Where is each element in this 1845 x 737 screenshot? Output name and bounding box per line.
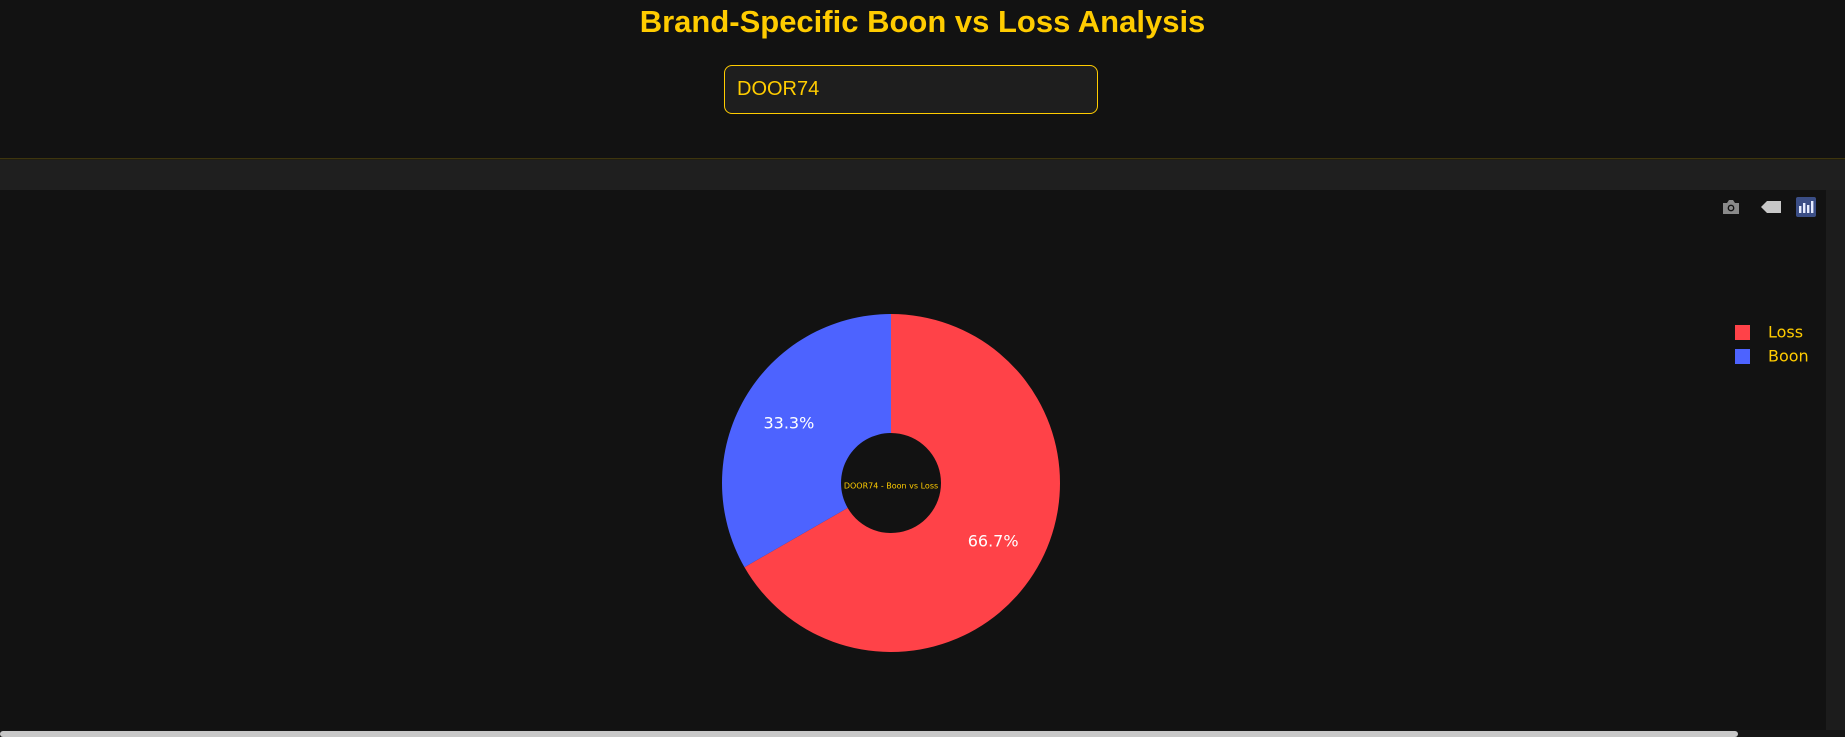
scrollbar-thumb[interactable] [0, 731, 1738, 737]
slice-label-loss: 66.7% [968, 532, 1019, 551]
modebar [1716, 196, 1816, 218]
center-label: DOOR74 - Boon vs Loss [844, 482, 938, 491]
legend: Loss Boon [1735, 323, 1809, 366]
pie-slice-loss[interactable] [744, 314, 1060, 652]
chart-panel: 66.7% 33.3% DOOR74 - Boon vs Loss Loss Boo… [0, 190, 1826, 730]
legend-label-loss[interactable]: Loss [1768, 323, 1803, 342]
header: Brand-Specific Boon vs Loss Analysis [0, 0, 1845, 160]
bar-chart-icon[interactable] [1796, 197, 1816, 217]
donut-chart: 66.7% 33.3% DOOR74 - Boon vs Loss Loss Boo… [721, 313, 1809, 652]
page-title: Brand-Specific Boon vs Loss Analysis [639, 4, 1206, 39]
tag-icon[interactable] [1756, 196, 1786, 218]
camera-icon[interactable] [1716, 196, 1746, 218]
toolbar-strip [0, 160, 1845, 190]
legend-swatch-boon[interactable] [1735, 349, 1750, 364]
legend-swatch-loss[interactable] [1735, 325, 1750, 340]
pie-slice-boon[interactable] [721, 313, 891, 568]
legend-label-boon[interactable]: Boon [1768, 347, 1809, 366]
slice-label-boon: 33.3% [763, 413, 814, 432]
brand-input[interactable] [724, 65, 1098, 114]
right-rail [1826, 190, 1845, 737]
